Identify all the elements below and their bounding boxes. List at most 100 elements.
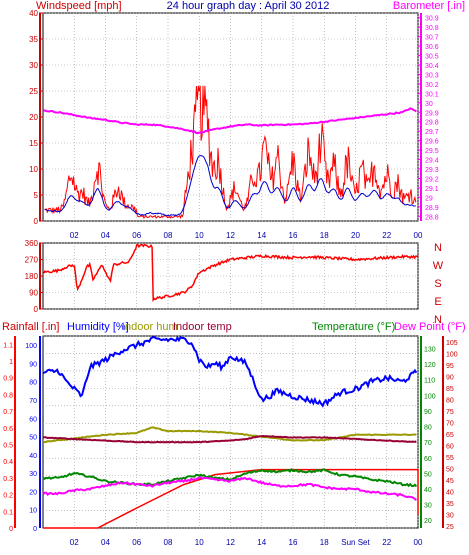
temperature-tick-label: 30: [424, 503, 432, 510]
temperature-tick-label: 80: [424, 425, 432, 432]
dewpoint-tick-label: 55: [446, 455, 454, 462]
humidity-tick-label: 20: [29, 489, 37, 496]
dewpoint-tick-label: 25: [446, 524, 454, 531]
compass-label: N: [434, 242, 442, 254]
humidity-tick-label: 50: [29, 435, 37, 442]
direction-tick-label: 90: [29, 289, 38, 298]
temperature-tick-label: 130: [424, 346, 436, 353]
dewpoint-tick-label: 65: [446, 432, 454, 439]
time-tick-label: 04: [101, 231, 110, 240]
direction-tick-label: 360: [25, 239, 39, 248]
humidity-tick-label: 10: [29, 508, 37, 515]
barometer-tick-label: 30.8: [425, 25, 439, 32]
barometer-tick-label: 29.3: [425, 167, 439, 174]
humidity-tick-label: 80: [29, 380, 37, 387]
barometer-tick-label: 30.7: [425, 35, 439, 42]
time-tick-label: 14: [257, 538, 266, 547]
time-tick-label: 00: [414, 231, 423, 240]
barometer-tick-label: 30.6: [425, 44, 439, 51]
rain-tick-label: 1.1: [3, 342, 13, 349]
dewpoint-tick-label: 35: [446, 501, 454, 508]
rain-tick-label: 0.2: [3, 493, 13, 500]
wind-tick-label: 20: [29, 113, 38, 122]
rain-tick-label: 0.5: [3, 443, 13, 450]
direction-tick-label: 180: [25, 272, 39, 281]
wind-tick-label: 25: [29, 87, 38, 96]
rain-tick-label: 0: [9, 526, 13, 533]
wind-tick-label: 0: [34, 217, 39, 226]
humidity-tick-label: 60: [29, 416, 37, 423]
wind-tick-label: 35: [29, 35, 38, 44]
time-tick-label: 02: [70, 231, 79, 240]
dewpoint-tick-label: 95: [446, 363, 454, 370]
time-tick-label: Sun Set: [341, 538, 370, 547]
humidity-tick-label: 90: [29, 361, 37, 368]
dewpoint-tick-label: 45: [446, 478, 454, 485]
barometer-tick-label: 29.6: [425, 139, 439, 146]
temperature-tick-label: 20: [424, 518, 432, 525]
time-tick-label: 20: [351, 231, 360, 240]
rain-tick-label: 0.1: [3, 509, 13, 516]
rain-tick-label: 0.3: [3, 476, 13, 483]
dewpoint-tick-label: 70: [446, 421, 454, 428]
humidity-tick-label: 30: [29, 471, 37, 478]
time-tick-label: 18: [320, 231, 329, 240]
humidity-tick-label: 40: [29, 453, 37, 460]
barometer-tick-label: 29.7: [425, 129, 439, 136]
time-tick-label: 10: [195, 538, 204, 547]
dewpoint-tick-label: 60: [446, 444, 454, 451]
barometer-tick-label: 30: [425, 101, 433, 108]
rain-tick-label: 0.6: [3, 426, 13, 433]
wind-tick-label: 10: [29, 165, 38, 174]
temperature-tick-label: 60: [424, 456, 432, 463]
time-tick-label: 16: [289, 231, 298, 240]
rain-tick-label: 0.4: [3, 459, 13, 466]
dewpoint-tick-label: 90: [446, 375, 454, 382]
time-tick-label: 22: [382, 231, 391, 240]
graph-title: 24 hour graph day : April 30 2012: [167, 0, 330, 12]
barometer-tick-label: 30.1: [425, 91, 439, 98]
barometer-tick-label: 30.2: [425, 82, 439, 89]
compass-label: N: [434, 314, 442, 326]
time-tick-label: 14: [257, 231, 266, 240]
rain-tick-label: 0.7: [3, 409, 13, 416]
time-tick-label: 08: [164, 231, 173, 240]
dewpoint-tick-label: 85: [446, 386, 454, 393]
dewpoint-tick-label: 75: [446, 409, 454, 416]
dewpoint-tick-label: 40: [446, 490, 454, 497]
time-tick-label: 22: [382, 538, 391, 547]
barometer-tick-label: 28.9: [425, 205, 439, 212]
temperature-tick-label: 70: [424, 440, 432, 447]
wind-tick-label: 30: [29, 61, 38, 70]
barometer-tick-label: 28.8: [425, 214, 439, 221]
barometer-tick-label: 29.4: [425, 158, 439, 165]
dewpoint-tick-label: 50: [446, 467, 454, 474]
time-tick-label: 00: [414, 538, 423, 547]
time-tick-label: 08: [164, 538, 173, 547]
dewpoint-label: Dew Point (°F): [394, 321, 466, 333]
direction-tick-label: 270: [25, 256, 39, 265]
windspeed-label: Windspeed [mph]: [36, 0, 122, 12]
rain-tick-label: 0.9: [3, 376, 13, 383]
barometer-tick-label: 29.5: [425, 148, 439, 155]
temperature-tick-label: 120: [424, 362, 436, 369]
compass-label: E: [434, 296, 441, 308]
temperature-tick-label: 40: [424, 487, 432, 494]
rain-tick-label: 0.8: [3, 392, 13, 399]
barometer-tick-label: 29.2: [425, 176, 439, 183]
time-tick-label: 16: [289, 538, 298, 547]
rain-tick-label: 1: [9, 359, 13, 366]
rainfall-label: Rainfall [.in]: [2, 321, 59, 333]
barometer-tick-label: 30.5: [425, 54, 439, 61]
wind-tick-label: 5: [34, 191, 39, 200]
time-tick-label: 06: [132, 538, 141, 547]
barometer-tick-label: 29.8: [425, 120, 439, 127]
indoor-hum-label: Indoor hum: [122, 321, 178, 333]
temperature-tick-label: 90: [424, 409, 432, 416]
temperature-tick-label: 100: [424, 393, 436, 400]
temperature-label: Temperature (°F): [312, 321, 395, 333]
time-tick-label: 12: [226, 231, 235, 240]
time-tick-label: 18: [320, 538, 329, 547]
compass-label: W: [433, 260, 444, 272]
time-tick-label: 04: [101, 538, 110, 547]
